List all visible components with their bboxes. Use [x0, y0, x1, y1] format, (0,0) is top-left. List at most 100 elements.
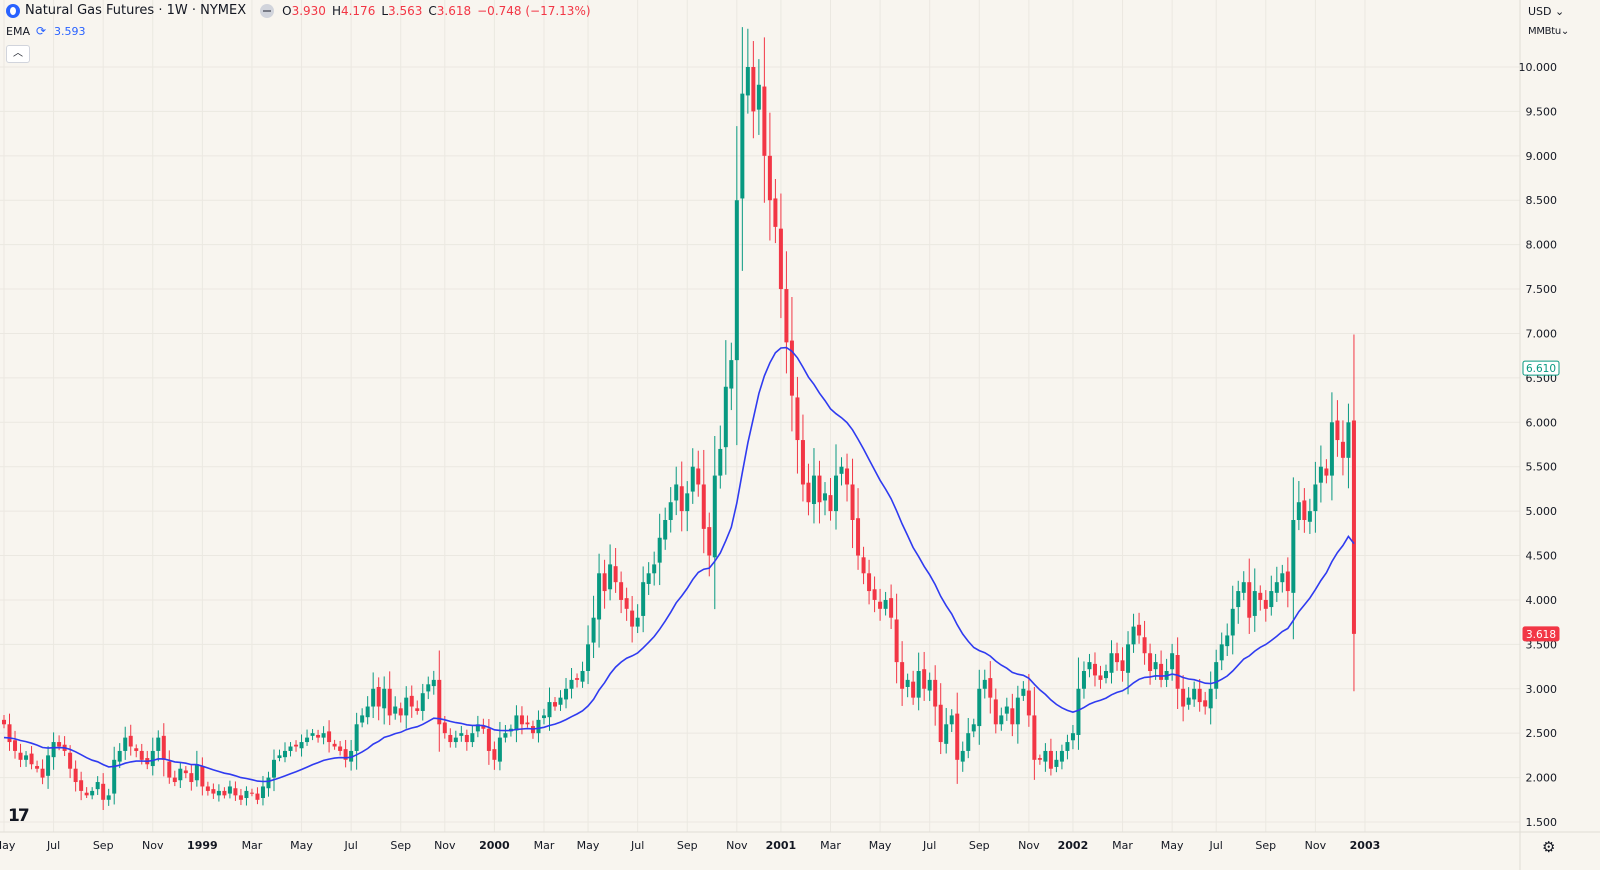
- candle-body: [420, 693, 425, 711]
- candle-body: [79, 780, 84, 791]
- candle-body: [911, 681, 916, 698]
- candle-body: [811, 475, 816, 505]
- unit-selector[interactable]: MMBtu⌄: [1528, 26, 1569, 37]
- chart-legend: Natural Gas Futures · 1W · NYMEX O3.930 …: [6, 3, 597, 18]
- candle-body: [657, 537, 662, 563]
- candle-body: [900, 662, 905, 689]
- y-tick-label: 8.500: [1526, 194, 1558, 207]
- candle-body: [167, 761, 172, 778]
- candle-body: [101, 783, 106, 800]
- candle-body: [982, 679, 987, 689]
- candle-body: [371, 688, 376, 707]
- y-tick-label: 3.500: [1526, 638, 1558, 651]
- candle-body: [1142, 637, 1147, 654]
- currency-selector[interactable]: USD ⌄: [1528, 5, 1565, 18]
- candle-body: [800, 440, 805, 485]
- candle-body: [690, 466, 695, 492]
- candle-body: [1021, 688, 1026, 696]
- y-tick-label: 5.000: [1526, 505, 1558, 518]
- candle-body: [1340, 441, 1345, 458]
- candle-body: [1285, 571, 1290, 592]
- x-tick-label: May: [290, 839, 313, 852]
- candle-body: [1026, 690, 1031, 716]
- x-tick-label: Mar: [534, 839, 555, 852]
- collapse-legend-button[interactable]: ︿: [6, 45, 30, 63]
- candle-body: [354, 724, 359, 751]
- candle-body: [663, 520, 668, 540]
- candle-body: [492, 749, 497, 760]
- candle-body: [1291, 520, 1296, 593]
- candle-body: [183, 770, 188, 774]
- candle-body: [553, 702, 557, 707]
- ohlc-change: −0.748 (−17.13%): [477, 3, 591, 18]
- candle-body: [922, 669, 927, 689]
- candle-body: [95, 782, 100, 790]
- candle-body: [1059, 750, 1064, 762]
- candle-body: [459, 733, 464, 736]
- ohlc-open: O3.930: [282, 3, 326, 18]
- refresh-icon[interactable]: ⟳: [35, 24, 47, 38]
- y-tick-label: 10.000: [1519, 61, 1558, 74]
- candle-body: [1351, 420, 1356, 634]
- candle-body: [299, 742, 304, 749]
- candle-body: [1054, 759, 1059, 767]
- candle-body: [608, 564, 613, 590]
- candle-body: [927, 679, 932, 691]
- x-tick-label: Jul: [630, 839, 644, 852]
- x-tick-label: Sep: [93, 839, 114, 852]
- ohlc-low: L3.563: [381, 3, 423, 18]
- ohlc-close: C3.618: [428, 3, 472, 18]
- x-tick-label: Sep: [1255, 839, 1276, 852]
- candle-body: [558, 697, 563, 705]
- candle-body: [431, 679, 436, 687]
- candle-body: [1087, 662, 1092, 670]
- candle-body: [29, 753, 34, 765]
- candle-body: [393, 706, 398, 714]
- x-tick-label: Jul: [343, 839, 357, 852]
- price-badge-upper-box: [1522, 360, 1560, 376]
- candle-body: [1225, 635, 1230, 647]
- candle-body: [1296, 502, 1301, 520]
- candle-body: [905, 679, 910, 687]
- candle-body: [1247, 582, 1252, 618]
- candle-body: [1258, 592, 1263, 600]
- market-status-icon[interactable]: [260, 3, 275, 18]
- candle-body: [1092, 663, 1097, 676]
- x-tick-label: May: [0, 839, 16, 852]
- candle-body: [1236, 591, 1241, 608]
- candle-body: [73, 768, 78, 783]
- candle-body: [260, 786, 265, 799]
- candle-body: [294, 744, 299, 747]
- candle-body: [238, 795, 243, 800]
- price-badge-last-box: [1522, 626, 1560, 642]
- x-tick-label: Mar: [820, 839, 841, 852]
- candle-body: [1307, 511, 1312, 522]
- x-tick-label: 1999: [187, 839, 218, 852]
- candle-body: [310, 733, 315, 736]
- ema-indicator-legend[interactable]: EMA ⟳ 3.593: [6, 24, 86, 38]
- candle-body: [872, 589, 877, 600]
- candle-body: [740, 93, 745, 199]
- gear-icon[interactable]: ⚙: [1542, 838, 1556, 856]
- candle-body: [575, 678, 580, 680]
- candle-body: [767, 155, 772, 201]
- y-tick-label: 4.000: [1526, 594, 1558, 607]
- candle-body: [519, 715, 524, 725]
- candle-body: [305, 737, 310, 743]
- symbol-title[interactable]: Natural Gas Futures · 1W · NYMEX: [25, 3, 247, 18]
- candle-body: [1126, 644, 1131, 673]
- candle-body: [641, 582, 646, 616]
- candle-body: [90, 790, 95, 796]
- candle-body: [1098, 675, 1103, 680]
- candle-body: [613, 566, 618, 583]
- candle-body: [586, 644, 591, 671]
- tradingview-logo-icon[interactable]: 17: [8, 806, 30, 826]
- candle-body: [360, 715, 365, 723]
- candle-body: [795, 397, 800, 441]
- y-tick-label: 2.500: [1526, 727, 1558, 740]
- candle-body: [536, 719, 541, 734]
- x-tick-label: Nov: [726, 839, 748, 852]
- symbol-flame-icon[interactable]: [6, 3, 20, 18]
- candle-body: [867, 573, 872, 592]
